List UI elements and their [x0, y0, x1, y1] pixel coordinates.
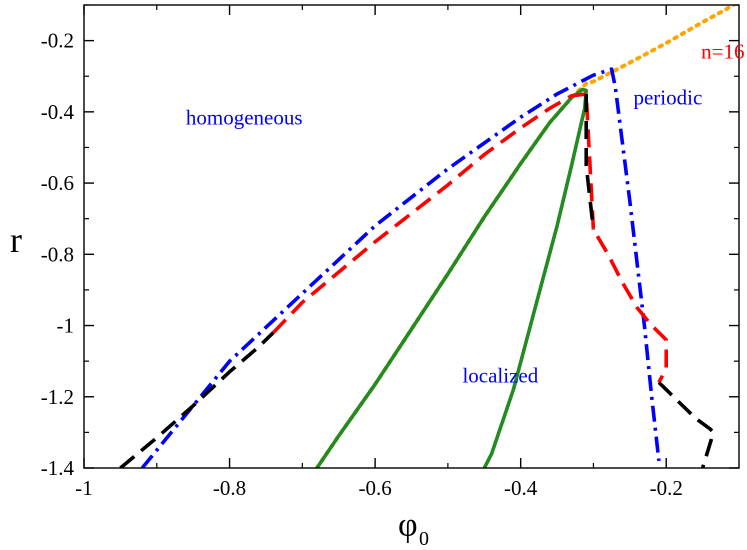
series-black-dashed-right	[657, 381, 716, 468]
ticks-layer: -1 -0.8 -0.6 -0.4 -0.2 -0.2 -0.4 -0.6 -0.8 -1 -1.2…	[41, 4, 739, 500]
series-black-dashed	[119, 331, 275, 468]
x-axis-title: φ	[398, 507, 418, 544]
y-tick-label: -1.4	[41, 456, 75, 480]
annotation-homogeneous: homogeneous	[186, 105, 303, 129]
series-black-dashed-mid	[584, 94, 596, 230]
annotations-layer: homogeneous periodic localized n=16	[186, 39, 745, 387]
y-tick-label: -0.6	[41, 171, 74, 195]
y-axis-title: r	[10, 220, 22, 260]
y-tick-label: -0.8	[41, 242, 74, 266]
y-tick-label: -1	[57, 314, 75, 338]
y-tick-label: -0.4	[41, 100, 75, 124]
y-tick-label: -1.2	[41, 385, 74, 409]
plot-frame	[83, 4, 740, 469]
series-orange-dotted	[314, 5, 737, 468]
series-red-dashed	[271, 92, 669, 384]
series-blue-dashdot	[140, 67, 661, 468]
y-tick-label: -0.2	[41, 29, 74, 53]
annotation-n16: n=16	[701, 39, 744, 63]
x-tick-label: -1	[75, 476, 93, 500]
x-axis-title-subscript: 0	[419, 528, 429, 550]
x-tick-label: -0.6	[358, 476, 391, 500]
x-tick-label: -0.4	[504, 476, 538, 500]
x-tick-label: -0.2	[650, 476, 683, 500]
series-layer	[119, 5, 737, 468]
series-green-solid	[315, 87, 589, 468]
x-tick-label: -0.8	[213, 476, 246, 500]
annotation-localized: localized	[462, 364, 538, 388]
annotation-periodic: periodic	[633, 86, 702, 110]
